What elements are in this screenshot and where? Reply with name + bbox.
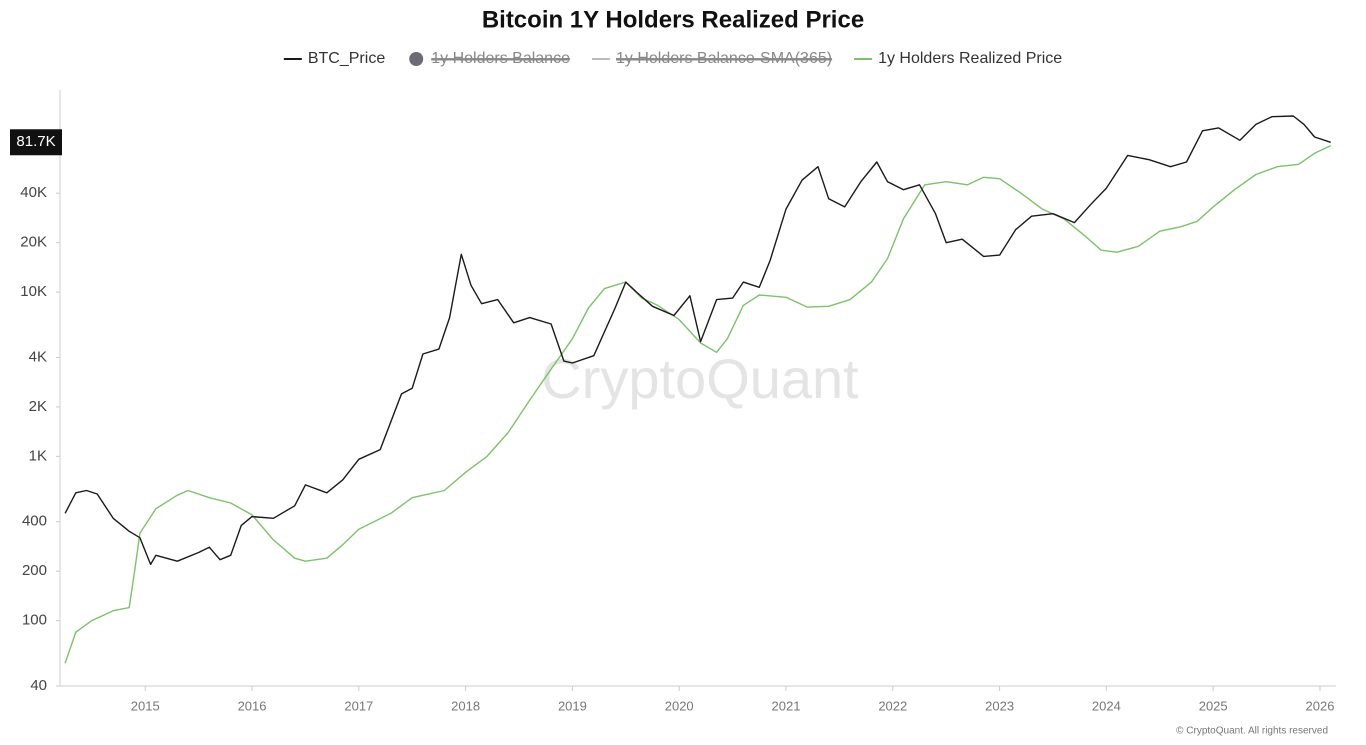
legend-item: 1y Holders Realized Price [854,50,1062,67]
x-tick-label: 2026 [1306,698,1335,713]
x-tick-label: 2020 [665,698,694,713]
x-tick-label: 2021 [772,698,801,713]
x-tick-label: 2024 [1092,698,1121,713]
last-value-box [10,129,62,156]
y-tick-label: 200 [22,562,47,579]
series-line [64,115,1331,566]
y-tick-label: 100 [22,612,47,629]
x-tick-label: 2016 [238,698,267,713]
x-tick-label: 2025 [1199,698,1228,713]
legend-label: 1y Holders Balance [431,50,570,67]
y-tick-label: 4K [29,348,47,365]
legend-label: 1y Holders Balance-SMA(365) [616,50,832,67]
watermark: CryptoQuant [541,347,859,410]
x-tick-label: 2015 [131,698,160,713]
y-tick-label: 20K [20,234,47,251]
x-tick-label: 2022 [878,698,907,713]
x-tick-label: 2018 [451,698,480,713]
y-tick-label: 40 [30,677,47,694]
x-tick-label: 2023 [985,698,1014,713]
legend-item: 1y Holders Balance-SMA(365) [591,50,833,67]
legend-swatch [409,52,424,66]
chart-title: Bitcoin 1Y Holders Realized Price [482,6,864,33]
legend-label: BTC_Price [308,50,385,67]
copyright: © CryptoQuant. All rights reserved [1176,726,1328,737]
legend-item: 1y Holders Balance [409,50,570,67]
y-tick-label: 40K [20,184,47,201]
y-tick-label: 1K [29,447,47,464]
y-tick-label: 2K [29,398,47,415]
series-line [64,144,1332,664]
y-tick-label: 400 [22,513,47,530]
x-tick-label: 2019 [558,698,587,713]
legend-label: 1y Holders Realized Price [878,50,1062,67]
x-tick-label: 2017 [344,698,373,713]
legend: BTC_Price 1y Holders Balance 1y Holders Ba… [283,50,1062,67]
last-value-label: 81.7K [16,133,55,150]
y-tick-label: 10K [20,283,47,300]
legend-items: BTC_Price 1y Holders Balance 1y Holders Ba… [283,50,1062,67]
legend-item: BTC_Price [283,50,385,67]
